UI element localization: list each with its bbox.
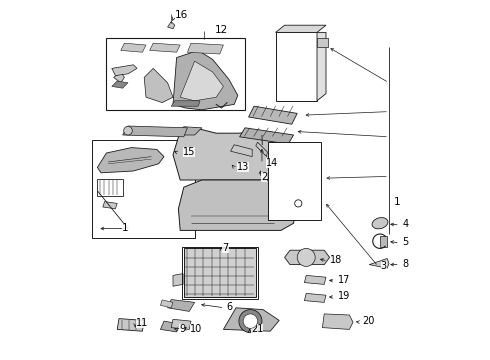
- Polygon shape: [149, 43, 180, 52]
- Bar: [184, 248, 256, 297]
- Text: 21: 21: [251, 324, 264, 334]
- Text: 18: 18: [330, 255, 343, 265]
- Polygon shape: [176, 127, 202, 135]
- Text: 6: 6: [226, 302, 232, 312]
- Ellipse shape: [131, 141, 140, 147]
- Text: 5: 5: [402, 237, 409, 247]
- Text: 11: 11: [136, 318, 148, 328]
- Polygon shape: [132, 142, 176, 151]
- Polygon shape: [231, 145, 252, 157]
- Polygon shape: [160, 321, 180, 332]
- Text: 10: 10: [190, 324, 202, 334]
- Text: 12: 12: [215, 24, 228, 35]
- Polygon shape: [171, 319, 191, 329]
- Polygon shape: [168, 22, 175, 29]
- Polygon shape: [223, 308, 279, 331]
- Text: 15: 15: [183, 147, 195, 157]
- Circle shape: [123, 126, 132, 135]
- Bar: [275, 32, 317, 101]
- Text: 14: 14: [266, 158, 278, 168]
- Polygon shape: [240, 128, 294, 144]
- Polygon shape: [168, 300, 195, 311]
- Text: 9: 9: [179, 324, 185, 334]
- Polygon shape: [180, 61, 223, 101]
- Text: 1: 1: [122, 223, 128, 233]
- Text: 4: 4: [402, 219, 409, 229]
- Polygon shape: [173, 128, 288, 180]
- Text: 8: 8: [402, 258, 409, 269]
- Polygon shape: [173, 50, 238, 110]
- Bar: [269, 142, 320, 220]
- Circle shape: [297, 248, 315, 266]
- Text: 16: 16: [175, 10, 188, 21]
- Polygon shape: [275, 25, 326, 32]
- Text: 7: 7: [222, 243, 228, 253]
- Polygon shape: [171, 101, 200, 106]
- Polygon shape: [256, 142, 268, 157]
- Polygon shape: [122, 126, 187, 137]
- Bar: [92, 140, 195, 238]
- Polygon shape: [173, 274, 183, 286]
- Polygon shape: [112, 65, 137, 76]
- Polygon shape: [178, 180, 295, 230]
- Polygon shape: [121, 43, 146, 52]
- Polygon shape: [117, 319, 144, 331]
- Text: 1: 1: [393, 197, 400, 207]
- Polygon shape: [304, 293, 326, 302]
- Bar: [182, 247, 258, 299]
- Polygon shape: [114, 72, 124, 83]
- Polygon shape: [380, 236, 387, 247]
- Circle shape: [294, 200, 302, 207]
- Text: 20: 20: [363, 316, 375, 327]
- Polygon shape: [187, 43, 223, 54]
- Circle shape: [239, 310, 262, 333]
- Bar: [106, 38, 245, 110]
- Polygon shape: [322, 314, 353, 329]
- Circle shape: [243, 314, 258, 328]
- Text: 19: 19: [338, 291, 350, 301]
- Polygon shape: [112, 81, 128, 88]
- Polygon shape: [144, 68, 173, 103]
- Polygon shape: [98, 148, 164, 173]
- Polygon shape: [160, 300, 173, 308]
- Text: 2: 2: [261, 172, 268, 182]
- Polygon shape: [304, 275, 326, 284]
- Polygon shape: [285, 250, 330, 265]
- Text: 3: 3: [381, 261, 387, 271]
- Polygon shape: [317, 32, 326, 101]
- Text: 13: 13: [237, 162, 249, 172]
- Polygon shape: [369, 258, 389, 268]
- Polygon shape: [103, 202, 117, 209]
- Ellipse shape: [372, 217, 388, 229]
- Text: 17: 17: [338, 275, 350, 285]
- Polygon shape: [248, 106, 297, 124]
- Bar: [317, 38, 328, 47]
- Bar: [98, 179, 122, 196]
